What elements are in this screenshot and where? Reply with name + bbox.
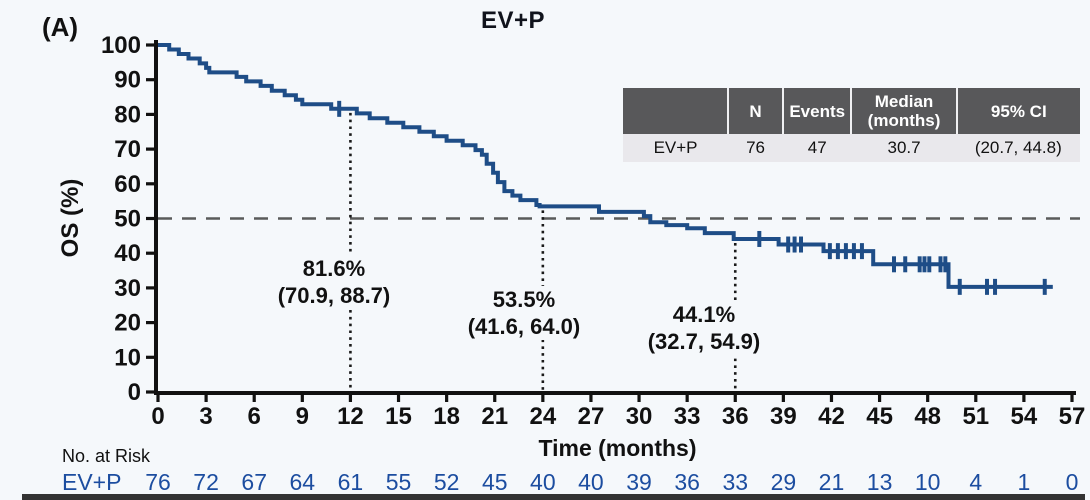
y-tick-label: 90 [114,67,141,94]
y-tick-label: 60 [114,171,141,198]
x-tick-label: 15 [385,403,412,430]
milestone-annotation-12mo: 81.6% (70.9, 88.7) [222,255,446,309]
stats-header-ci: 95% CI [955,88,1080,134]
stats-header-median: Median (months) [850,88,957,134]
risk-count: 40 [530,469,556,495]
milestone-rate: 81.6% [302,256,366,281]
y-tick-label: 0 [128,379,141,406]
x-tick-label: 36 [722,403,749,430]
x-tick-label: 21 [481,403,508,430]
risk-count: 0 [1065,469,1079,495]
x-tick-label: 18 [433,403,460,430]
stats-arm-label: EV+P [623,134,729,162]
x-tick-label: 33 [674,403,701,430]
summary-stats-table: N Events Median (months) 95% CI EV+P 76 … [623,88,1080,162]
risk-count: 33 [722,469,749,495]
milestone-ci: (41.6, 64.0) [467,314,581,339]
risk-count: 52 [433,469,460,495]
stats-median-value: 30.7 [851,134,957,162]
milestone-annotation-36mo: 44.1% (32.7, 54.9) [592,301,816,355]
y-tick-label: 70 [114,136,141,163]
risk-table-title: No. at Risk [62,446,151,466]
y-tick-label: 80 [114,101,141,128]
x-tick-label: 6 [248,403,261,430]
stats-header-blank [623,88,729,134]
risk-count: 10 [914,469,941,495]
risk-count: 40 [578,469,604,495]
milestone-ci: (32.7, 54.9) [647,329,761,354]
chart-title: EV+P [480,7,546,34]
risk-count: 13 [866,469,893,495]
risk-count: 39 [626,469,652,495]
risk-count: 45 [481,469,508,495]
stats-header-row: N Events Median (months) 95% CI [623,88,1080,134]
x-tick-label: 0 [151,403,164,430]
risk-count: 36 [674,469,700,495]
y-tick-label: 50 [114,206,141,233]
survival-curve [158,43,1053,289]
risk-count: 55 [385,469,412,495]
x-tick-label: 45 [866,403,893,430]
x-tick-label: 42 [818,403,845,430]
y-tick-label: 30 [114,275,141,302]
risk-count: 4 [969,469,983,495]
risk-count: 29 [770,469,797,495]
panel-label: (A) [42,12,79,42]
x-tick-label: 30 [626,403,653,430]
risk-count: 76 [145,469,171,495]
x-tick-label: 24 [529,403,556,430]
stats-events-value: 47 [782,134,852,162]
milestone-ci: (70.9, 88.7) [277,283,391,308]
risk-count: 1 [1017,469,1031,495]
risk-count: 21 [818,469,845,495]
x-tick-label: 57 [1059,403,1086,430]
y-tick-label: 40 [114,240,141,267]
x-tick-label: 39 [770,403,797,430]
risk-row-label: EV+P [62,469,122,495]
x-tick-label: 27 [578,403,605,430]
risk-count: 64 [289,469,316,495]
risk-count: 67 [241,469,267,495]
stats-data-row: EV+P 76 47 30.7 (20.7, 44.8) [623,134,1080,162]
x-axis-label: Time (months) [538,435,697,461]
stats-header-events: Events [781,88,852,134]
milestone-rate: 44.1% [672,302,736,327]
y-tick-label: 20 [114,310,141,337]
y-tick-label: 100 [101,32,141,59]
y-axis-label: OS (%) [57,178,84,258]
stats-ci-value: (20.7, 44.8) [956,134,1080,162]
risk-count: 72 [193,469,219,495]
milestone-rate: 53.5% [492,287,556,312]
x-tick-label: 48 [914,403,941,430]
x-tick-label: 12 [337,403,364,430]
bottom-divider [22,494,1085,500]
x-tick-label: 54 [1011,403,1038,430]
risk-count: 61 [337,469,364,495]
stats-header-n: N [727,88,783,134]
y-tick-label: 10 [114,344,141,371]
x-tick-label: 3 [199,403,212,430]
x-tick-label: 9 [296,403,309,430]
stats-n-value: 76 [728,134,783,162]
x-tick-label: 51 [962,403,989,430]
